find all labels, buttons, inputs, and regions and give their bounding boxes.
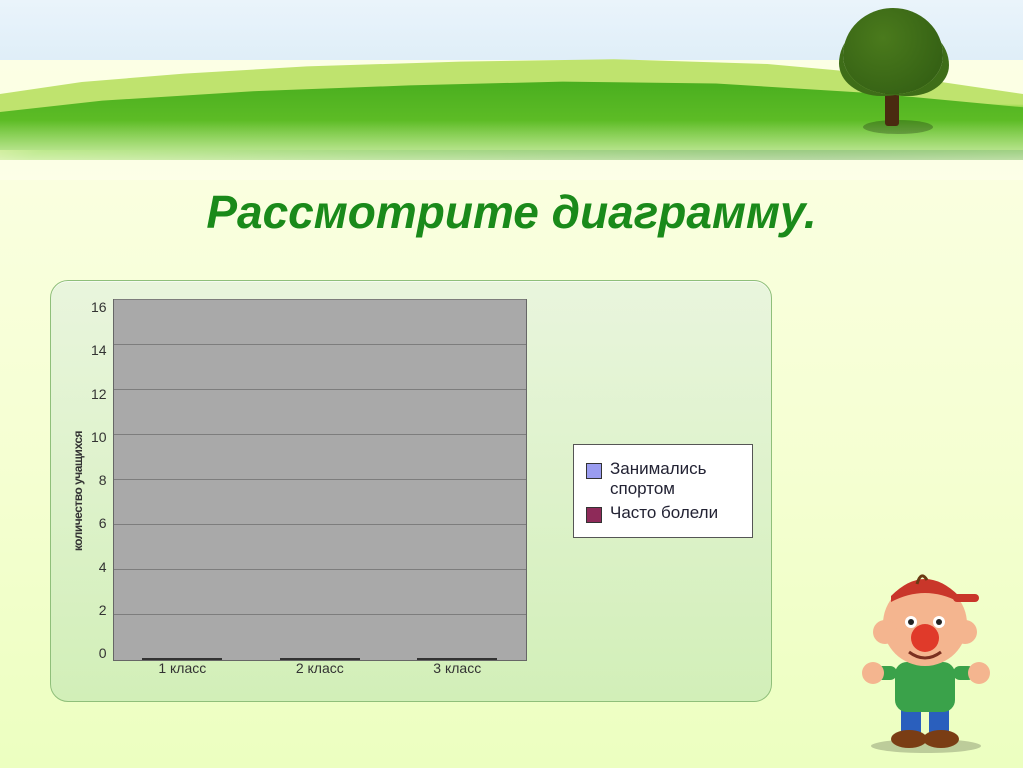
y-axis-label: количество учащихся [69, 431, 87, 551]
grid-line [114, 434, 526, 435]
legend-label: Занимались спортом [610, 459, 740, 499]
y-tick: 16 [91, 299, 107, 315]
grid-line [114, 569, 526, 570]
grid-line [114, 479, 526, 480]
grid-line [114, 299, 526, 300]
y-tick: 10 [91, 429, 107, 445]
plot-area: 1 класс2 класс3 класс [113, 299, 527, 661]
y-tick: 14 [91, 342, 107, 358]
y-tick: 4 [99, 559, 107, 575]
cartoon-character [831, 544, 1001, 754]
legend-label: Часто болели [610, 503, 718, 523]
y-tick: 6 [99, 515, 107, 531]
legend-swatch [586, 507, 602, 523]
grid-line [114, 614, 526, 615]
legend-item: Занимались спортом [586, 459, 740, 499]
x-tick: 1 класс [122, 660, 242, 682]
x-tick: 2 класс [260, 660, 380, 682]
legend-box: Занимались спортом Часто болели [573, 444, 753, 538]
chart-panel: количество учащихся 16 14 12 10 8 6 4 2 0 1 клас… [50, 280, 772, 702]
x-axis-labels: 1 класс 2 класс 3 класс [114, 660, 526, 682]
y-tick: 2 [99, 602, 107, 618]
bar-groups [114, 300, 526, 660]
page-title: Рассмотрите диаграмму. [0, 185, 1023, 239]
grid-line [114, 344, 526, 345]
legend-swatch [586, 463, 602, 479]
y-tick: 0 [99, 645, 107, 661]
x-tick: 3 класс [397, 660, 517, 682]
y-axis-ticks: 16 14 12 10 8 6 4 2 0 [87, 299, 113, 683]
legend: Занимались спортом Часто болели [573, 444, 753, 538]
tree-graphic [833, 8, 953, 138]
y-tick: 12 [91, 386, 107, 402]
y-tick: 8 [99, 472, 107, 488]
grid-line [114, 524, 526, 525]
grid-line [114, 389, 526, 390]
slide: Рассмотрите диаграмму. количество учащих… [0, 0, 1023, 768]
legend-item: Часто болели [586, 503, 740, 523]
chart: количество учащихся 16 14 12 10 8 6 4 2 0 1 клас… [69, 299, 753, 683]
